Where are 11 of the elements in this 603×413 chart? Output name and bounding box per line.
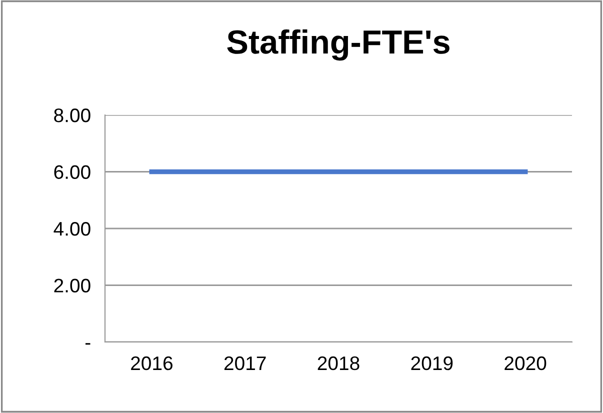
y-tick-label: 6.00: [54, 165, 90, 179]
y-tick-label: 2.00: [54, 278, 90, 292]
y-tick-label: 4.00: [54, 222, 90, 236]
y-tick-label: -: [86, 343, 90, 345]
y-tick-label: 8.00: [54, 108, 90, 122]
x-tick-label: 2020: [504, 356, 546, 370]
x-tick-label: 2018: [318, 356, 360, 370]
x-tick-label: 2016: [131, 356, 172, 370]
x-tick-label: 2019: [411, 356, 453, 370]
x-tick-label: 2017: [224, 356, 266, 370]
chart-title: Staffing-FTE's: [227, 29, 450, 61]
